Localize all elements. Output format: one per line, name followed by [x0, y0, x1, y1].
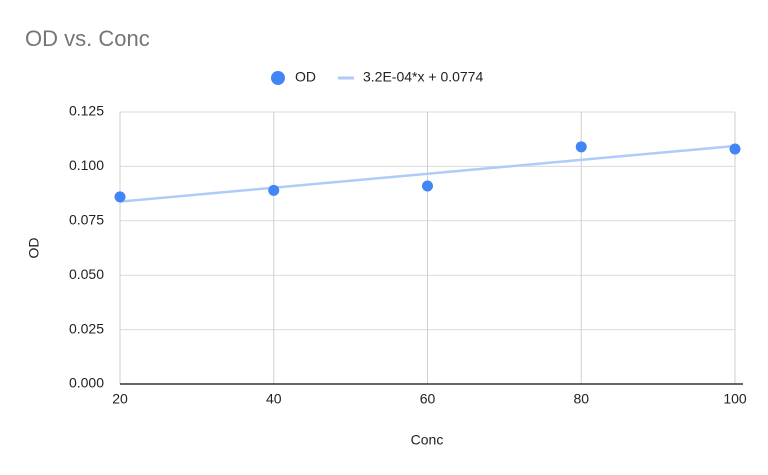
y-tick-label: 0.050 — [69, 266, 104, 282]
x-axis-label: Conc — [411, 432, 444, 448]
y-tick-label: 0.075 — [69, 212, 104, 228]
y-tick-label: 0.000 — [69, 375, 104, 391]
x-tick-label: 80 — [573, 391, 589, 407]
legend-swatch — [271, 71, 285, 85]
point — [422, 180, 433, 192]
y-tick-label: 0.025 — [69, 320, 104, 336]
point — [114, 191, 126, 203]
x-tick-label: 20 — [112, 391, 128, 407]
legend-label: OD — [295, 69, 316, 85]
point — [729, 143, 741, 155]
x-tick-label: 40 — [266, 391, 282, 407]
y-axis-label: OD — [26, 238, 42, 259]
x-tick-label: 60 — [420, 391, 436, 407]
point — [268, 184, 280, 196]
legend-label: 3.2E-04*x + 0.0774 — [363, 69, 483, 85]
y-tick-label: 0.100 — [69, 157, 104, 173]
chart-title: OD vs. Conc — [25, 26, 150, 51]
x-tick-label: 100 — [723, 391, 747, 407]
point — [575, 141, 587, 153]
trendline — [119, 144, 736, 203]
y-tick-label: 0.125 — [69, 103, 104, 119]
